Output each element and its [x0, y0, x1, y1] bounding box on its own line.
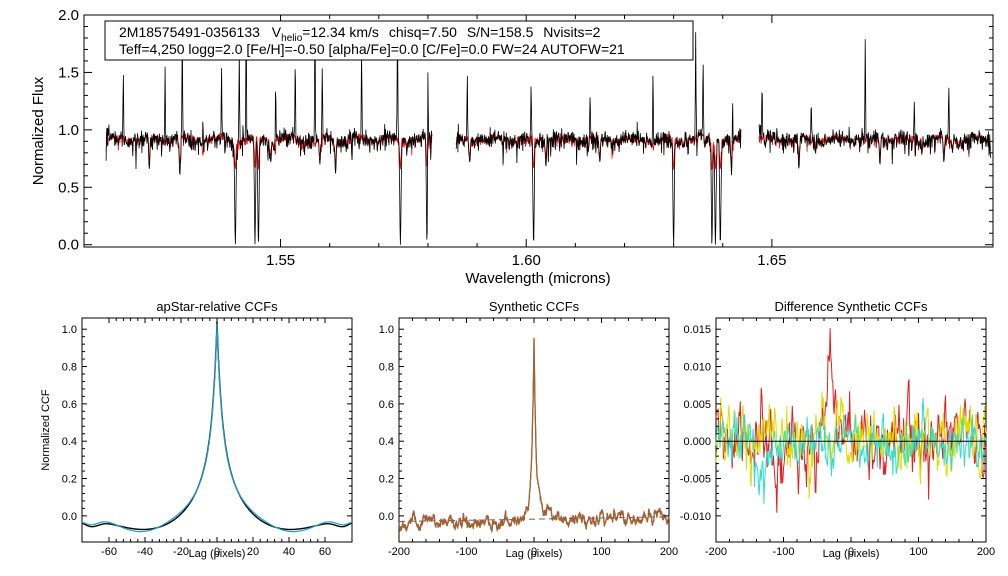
x-tick-label: 100 [909, 546, 927, 558]
difference-ccf-red-line [715, 328, 987, 513]
info-vhelio-label: V [272, 24, 282, 40]
x-tick-label: 20 [247, 546, 259, 558]
synthetic-ccf-y-ticks: 0.0 0.2 0.4 0.6 0.8 1.0 [379, 324, 669, 523]
info-line-1: 2M18575491-0356133 Vhelio=12.34 km/s chi… [119, 24, 601, 44]
y-tick-label: 0.4 [379, 436, 394, 448]
y-tick-label: 0.8 [62, 362, 77, 374]
apstar-ccf-x-ticks: -60 -40 -20 0 20 40 60 [101, 318, 331, 558]
spectrum-y-ticks: 0.0 0.5 1.0 1.5 2.0 [58, 7, 993, 254]
x-tick-label: -100 [772, 546, 794, 558]
apstar-ccf-series [81, 321, 353, 533]
x-tick-label: 0 [531, 546, 537, 558]
x-tick-label: -100 [455, 546, 477, 558]
y-tick-label: 0.2 [62, 474, 77, 486]
y-tick-label: 0.2 [379, 474, 394, 486]
info-line-2: Teff=4,250 logg=2.0 [Fe/H]=-0.50 [alpha/… [119, 41, 625, 57]
y-tick-label: 0.5 [58, 179, 79, 196]
y-tick-label: -0.005 [680, 474, 711, 486]
y-tick-label: 0.0 [379, 511, 394, 523]
y-tick-label: 1.5 [58, 64, 79, 81]
x-tick-label: 0 [848, 546, 854, 558]
apstar-ccf-line [81, 321, 353, 531]
apstar-ccf-fit-line [81, 323, 353, 533]
synthetic-ccf-x-ticks: -200 -100 0 100 200 [388, 318, 678, 558]
y-tick-label: 0.0 [58, 237, 79, 254]
y-tick-label: 0.6 [379, 399, 394, 411]
spectrum-info-box: 2M18575491-0356133 Vhelio=12.34 km/s chi… [104, 20, 694, 61]
y-tick-label: 0.6 [62, 399, 77, 411]
y-tick-label: 0.005 [683, 399, 711, 411]
y-tick-label: -0.010 [680, 511, 711, 523]
x-tick-label: -200 [705, 546, 727, 558]
y-tick-label: 1.0 [58, 122, 79, 139]
y-tick-label: 1.0 [62, 324, 77, 336]
info-vhelio-subscript: helio [281, 33, 303, 44]
x-tick-label: 1.65 [757, 252, 786, 269]
x-tick-label: -20 [173, 546, 189, 558]
apstar-ccf-title: apStar-relative CCFs [156, 299, 278, 314]
x-tick-label: 200 [977, 546, 995, 558]
difference-ccf-title: Difference Synthetic CCFs [775, 299, 928, 314]
x-tick-label: -60 [101, 546, 117, 558]
x-tick-label: 100 [592, 546, 610, 558]
info-chisq: chisq=7.50 [389, 24, 457, 40]
difference-ccf-yellow-line [715, 391, 987, 499]
synthetic-ccf-title: Synthetic CCFs [489, 299, 580, 314]
spectrum-x-axis-label: Wavelength (microns) [465, 270, 610, 287]
info-star-id: 2M18575491-0356133 [119, 24, 260, 40]
y-tick-label: 2.0 [58, 7, 79, 24]
synthetic-ccf-baseline [398, 516, 670, 522]
apstar-ccf-x-axis-label: Lag (pixels) [189, 548, 246, 560]
y-tick-label: 0.0 [62, 511, 77, 523]
x-tick-label: 1.55 [266, 252, 295, 269]
x-tick-label: -200 [388, 546, 410, 558]
apstar-ccf-y-axis-label: Normalized CCF [40, 389, 52, 471]
difference-ccf-cyan-line [715, 398, 987, 505]
y-tick-label: 0.010 [683, 362, 711, 374]
x-tick-label: 40 [283, 546, 295, 558]
apstar-ccf-panel: apStar-relative CCFs -60 -40 -20 0 20 40 60 0.… [40, 299, 353, 560]
x-tick-label: 200 [660, 546, 678, 558]
spectrum-plot-frame [83, 14, 994, 248]
spectrum-y-axis-label: Normalized Flux [30, 76, 47, 185]
y-tick-label: 1.0 [379, 324, 394, 336]
spectrum-observed-series [105, 24, 991, 245]
y-tick-label: 0.8 [379, 362, 394, 374]
y-tick-label: 0.4 [62, 436, 77, 448]
apstar-ccf-plot-frame [81, 317, 353, 543]
synthetic-ccf-series [398, 337, 670, 534]
difference-ccf-series [715, 328, 987, 513]
difference-ccf-y-ticks: -0.010 -0.005 0.000 0.005 0.010 0.015 [680, 324, 986, 523]
info-nvisits: Nvisits=2 [543, 24, 600, 40]
spectrum-x-ticks: 1.55 1.60 1.65 [266, 15, 786, 269]
info-vhelio-value: =12.34 km/s [302, 24, 379, 40]
difference-ccf-x-axis-label: Lag (pixels) [823, 548, 880, 560]
y-tick-label: 0.015 [683, 324, 711, 336]
spectrum-panel: 1.55 1.60 1.65 0.0 0.5 1.0 1.5 2.0 2M18575491-… [30, 7, 994, 287]
synthetic-ccf-line-b [398, 338, 670, 534]
synthetic-ccf-x-axis-label: Lag (pixels) [506, 548, 563, 560]
apstar-ccf-y-ticks: 0.0 0.2 0.4 0.6 0.8 1.0 [62, 324, 352, 523]
x-tick-label: 0 [214, 546, 220, 558]
difference-ccf-panel: Difference Synthetic CCFs -200 -100 0 100 20… [680, 299, 995, 560]
x-tick-label: 1.60 [512, 252, 541, 269]
synthetic-ccf-panel: Synthetic CCFs -200 -100 0 100 200 0.0 0.2 0.4… [379, 299, 678, 560]
difference-ccf-x-ticks: -200 -100 0 100 200 [705, 318, 995, 558]
info-snr: S/N=158.5 [467, 24, 534, 40]
y-tick-label: 0.000 [683, 436, 711, 448]
spectrum-observed-line [105, 24, 991, 245]
x-tick-label: 60 [319, 546, 331, 558]
x-tick-label: -40 [137, 546, 153, 558]
